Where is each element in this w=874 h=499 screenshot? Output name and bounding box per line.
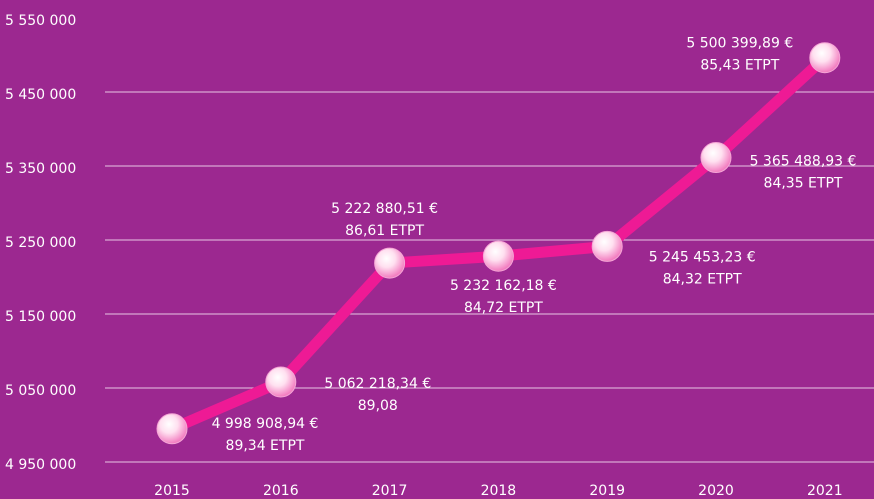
x-tick-label: 2020 (698, 483, 734, 499)
data-label: 5 062 218,34 € (324, 376, 431, 392)
point-marker (156, 413, 188, 445)
x-tick-label: 2021 (807, 483, 843, 499)
data-sublabel: 86,61 ETPT (345, 223, 424, 239)
y-tick-label: 5 250 000 (5, 235, 76, 251)
x-tick-label: 2019 (589, 483, 625, 499)
data-sublabel: 89,08 (358, 398, 398, 414)
x-tick-label: 2015 (154, 483, 190, 499)
x-tick-label: 2018 (481, 483, 517, 499)
data-sublabel: 89,34 ETPT (226, 438, 305, 454)
point-marker (374, 247, 406, 279)
data-sublabel: 84,72 ETPT (464, 300, 543, 316)
point-marker (809, 42, 841, 74)
y-tick-label: 5 350 000 (5, 161, 76, 177)
data-sublabel: 84,35 ETPT (764, 176, 843, 192)
data-label: 4 998 908,94 € (212, 416, 319, 432)
data-label: 5 365 488,93 € (750, 154, 857, 170)
point-marker (700, 142, 732, 174)
x-tick-label: 2016 (263, 483, 299, 499)
y-tick-label: 5 450 000 (5, 87, 76, 103)
data-sublabel: 85,43 ETPT (700, 58, 779, 74)
x-tick-label: 2017 (372, 483, 408, 499)
point-marker (265, 366, 297, 398)
y-tick-label: 4 950 000 (5, 457, 76, 473)
data-label: 5 245 453,23 € (649, 249, 756, 265)
data-label: 5 222 880,51 € (331, 201, 438, 217)
data-sublabel: 84,32 ETPT (663, 271, 742, 287)
y-tick-label: 5 050 000 (5, 383, 76, 399)
y-tick-label: 5 550 000 (5, 13, 76, 29)
y-tick-label: 5 150 000 (5, 309, 76, 325)
data-label: 5 500 399,89 € (686, 36, 793, 52)
data-label: 5 232 162,18 € (450, 278, 557, 294)
point-marker (482, 240, 514, 272)
point-marker (591, 230, 623, 262)
